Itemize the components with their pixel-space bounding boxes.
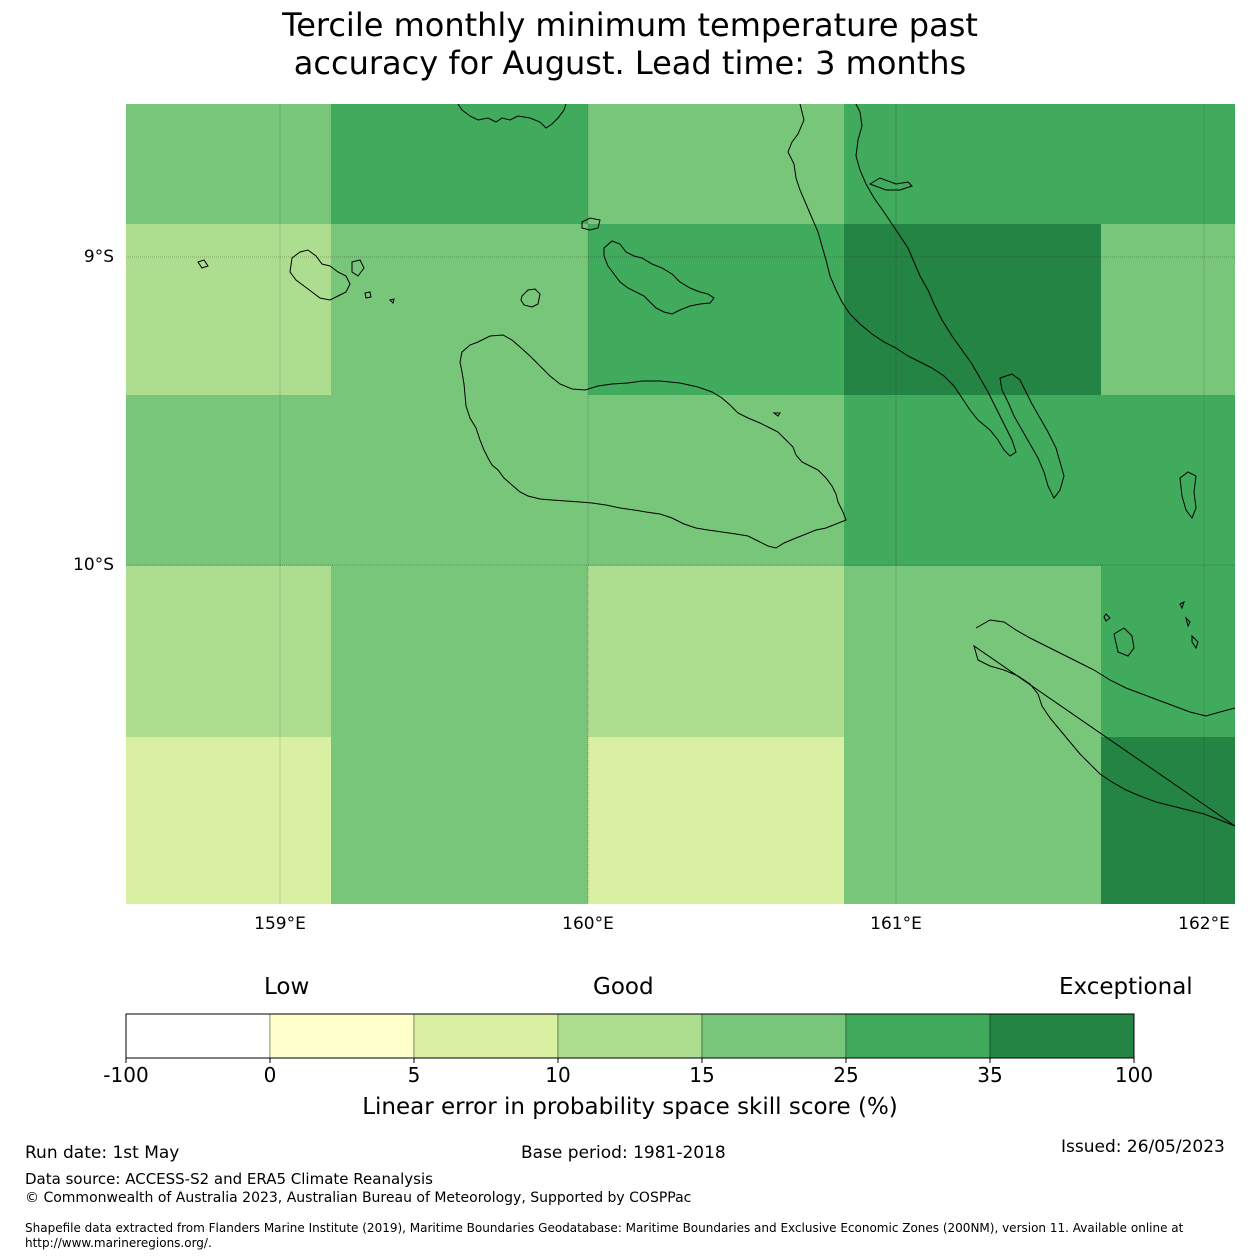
lon-label-160e: 160°E (562, 914, 614, 934)
island-tiny-5 (772, 412, 781, 417)
colorbar-tick-label: 25 (833, 1063, 858, 1087)
colorbar-tick-label: 5 (408, 1063, 421, 1087)
lat-label-10s: 10°S (73, 555, 114, 575)
lon-label-159e: 159°E (254, 914, 306, 934)
colorbar-segment (845, 1013, 991, 1059)
colorbar-tick-label: 100 (1115, 1063, 1153, 1087)
shapefile-credit-line-1: Shapefile data extracted from Flanders M… (25, 1221, 1184, 1235)
shapefile-credit-line-2: http://www.marineregions.org/. (25, 1236, 212, 1250)
colorbar-segment (125, 1013, 271, 1059)
colorbar-segment (989, 1013, 1135, 1059)
grid-cell (844, 224, 1101, 395)
grid-cell (588, 104, 844, 224)
colorbar-label: Linear error in probability space skill … (362, 1094, 898, 1120)
skill-grid (126, 104, 1235, 904)
grid-cell (331, 224, 588, 395)
island-makira (973, 619, 1236, 827)
colorbar: -100 0 5 10 15 25 35 100 (103, 1013, 1153, 1087)
grid-cell (126, 395, 844, 566)
grid-cell (126, 224, 331, 395)
coastlines (197, 103, 1236, 827)
base-period: Base period: 1981-2018 (521, 1143, 726, 1163)
colorbar-segment (701, 1013, 847, 1059)
grid-cell (588, 566, 844, 737)
grid-cell (844, 566, 1101, 737)
colorbar-tick-label: 0 (264, 1063, 277, 1087)
island-malaita-north (868, 177, 913, 191)
island-tiny-4 (1191, 634, 1199, 650)
grid-cell (126, 737, 331, 904)
category-label-good: Good (593, 974, 654, 1000)
colorbar-tick-label: 15 (689, 1063, 714, 1087)
category-label-low: Low (264, 974, 310, 1000)
lon-label-161e: 161°E (870, 914, 922, 934)
colorbar-tick-label: -100 (103, 1063, 148, 1087)
island-guadalcanal (459, 334, 847, 549)
island-malaita (787, 103, 1017, 457)
grid-cell (126, 104, 331, 224)
grid-cell (844, 395, 1235, 566)
grid-cell (1101, 737, 1235, 904)
island-tiny-2 (1179, 601, 1185, 610)
chart-title-line-1: Tercile monthly minimum temperature past (282, 6, 978, 44)
category-label-exceptional: Exceptional (1059, 974, 1193, 1000)
graticule (126, 104, 1235, 904)
grid-cell (331, 737, 588, 904)
island-uki (1113, 627, 1135, 657)
colorbar-tick-label: 10 (545, 1063, 570, 1087)
run-date: Run date: 1st May (25, 1143, 180, 1163)
colorbar-segment (269, 1013, 415, 1059)
colorbar-ticks: -100 0 5 10 15 25 35 100 (103, 1058, 1153, 1087)
island-florida (581, 217, 715, 315)
grid-cell (588, 224, 844, 395)
island-savo (520, 288, 541, 308)
grid-cell (126, 566, 331, 737)
lat-label-9s: 9°S (84, 247, 114, 267)
island-santa-isabel (457, 103, 567, 129)
grid-cell (331, 566, 588, 737)
grid-cell (844, 737, 1101, 904)
issued-date: Issued: 26/05/2023 (1061, 1137, 1225, 1157)
island-tiny-1 (1103, 613, 1111, 622)
lon-label-162e: 162°E (1178, 914, 1230, 934)
grid-cell (1101, 224, 1235, 395)
data-source: Data source: ACCESS-S2 and ERA5 Climate … (25, 1170, 433, 1188)
grid-cell (331, 104, 588, 224)
chart-title-line-2: accuracy for August. Lead time: 3 months (293, 44, 967, 82)
island-small-malaita (999, 373, 1065, 499)
chart-title: Tercile monthly minimum temperature past… (0, 6, 1260, 82)
colorbar-segment (557, 1013, 703, 1059)
grid-cell (1101, 566, 1235, 737)
island-russell (197, 249, 395, 304)
grid-cell (844, 104, 1235, 224)
island-east-small (1179, 471, 1197, 520)
colorbar-segment (413, 1013, 559, 1059)
grid-cell (588, 737, 844, 904)
island-tiny-3 (1185, 616, 1191, 628)
copyright: © Commonwealth of Australia 2023, Austra… (25, 1190, 692, 1206)
colorbar-frame (125, 1013, 1135, 1059)
colorbar-tick-label: 35 (977, 1063, 1002, 1087)
colorbar-segments (125, 1013, 1135, 1059)
